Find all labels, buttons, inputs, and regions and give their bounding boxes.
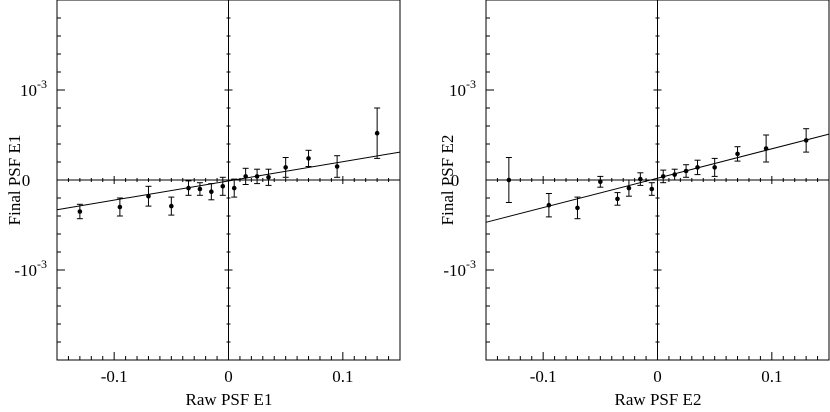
point-marker [283,165,288,170]
point-marker [209,189,214,194]
data-point [374,107,381,159]
point-marker [695,165,700,170]
data-point [208,183,215,201]
data-point [597,175,604,188]
point-marker [712,165,717,170]
point-marker [638,176,643,182]
point-marker [735,151,740,157]
point-marker [763,146,769,151]
data-point [671,168,678,181]
point-marker [186,185,191,191]
point-marker [683,168,689,174]
data-point [660,169,667,184]
data-points-e1 [76,107,381,220]
data-point [614,192,621,206]
data-point [282,157,289,178]
x-tick-label: 0.1 [761,367,782,386]
data-point [711,157,718,177]
point-marker [266,175,271,180]
y-tick-label-exponent: -3 [466,257,476,271]
y-tick-label: -10 [443,261,466,280]
data-point [116,197,123,217]
y-axis-label-e1: Final PSF E1 [5,135,24,226]
y-axis-label-e2: Final PSF E2 [438,135,457,226]
data-point [305,149,312,167]
x-tick-label: 0.1 [332,367,353,386]
data-point [648,182,655,196]
point-marker [575,205,580,211]
data-point [694,159,701,176]
point-marker [803,138,809,143]
point-marker [615,196,620,202]
point-marker [169,203,174,209]
x-axis-label-e1: Raw PSF E1 [186,390,273,409]
point-marker [254,174,260,179]
data-point [265,168,272,186]
data-point [505,157,512,203]
y-tick-label-exponent: -3 [37,257,47,271]
point-marker [220,184,226,189]
data-point [231,178,238,198]
data-point [545,193,552,218]
data-point [763,134,770,163]
y-tick-label-exponent: -3 [466,77,476,91]
data-point [145,185,152,207]
fit-line-layer-e2 [485,133,830,223]
data-point [196,182,203,196]
data-point [574,196,581,220]
y-tick-label: 0 [451,171,460,190]
point-marker [506,177,512,183]
y-tick-label: 10 [20,81,37,100]
data-point [168,196,175,216]
point-marker [626,185,632,191]
y-tick-label: 0 [22,171,31,190]
data-point [334,155,341,178]
data-point [76,203,83,220]
y-tick-label: 10 [449,81,466,100]
data-point [625,179,632,197]
point-marker [146,193,151,199]
x-tick-label: 0 [224,367,233,386]
data-point [637,172,644,186]
point-marker [197,186,203,192]
data-point [219,176,226,196]
fit-line [56,151,401,211]
data-point [242,167,249,185]
point-marker [334,164,340,169]
data-point [683,164,690,178]
point-marker [306,156,311,161]
point-marker [546,202,552,208]
data-point [254,168,261,185]
point-marker [117,204,123,210]
y-tick-label: -10 [14,261,37,280]
x-tick-label: 0 [653,367,662,386]
data-points-e2 [505,128,810,220]
point-marker [374,130,380,136]
data-point [803,128,810,153]
point-marker [598,179,603,185]
fit-line-layer-e1 [56,151,401,211]
x-axis-label-e2: Raw PSF E2 [615,390,702,409]
point-marker [243,174,248,179]
data-point [185,180,192,196]
y-tick-label-exponent: -3 [37,77,47,91]
data-point [734,146,741,162]
point-marker [649,186,655,192]
point-marker [231,185,237,191]
point-marker [660,174,666,179]
x-tick-label: -0.1 [101,367,128,386]
point-marker [672,172,677,177]
ticks-e1 [57,17,390,360]
fit-line [485,133,830,223]
x-tick-label: -0.1 [530,367,557,386]
point-marker [77,209,83,214]
